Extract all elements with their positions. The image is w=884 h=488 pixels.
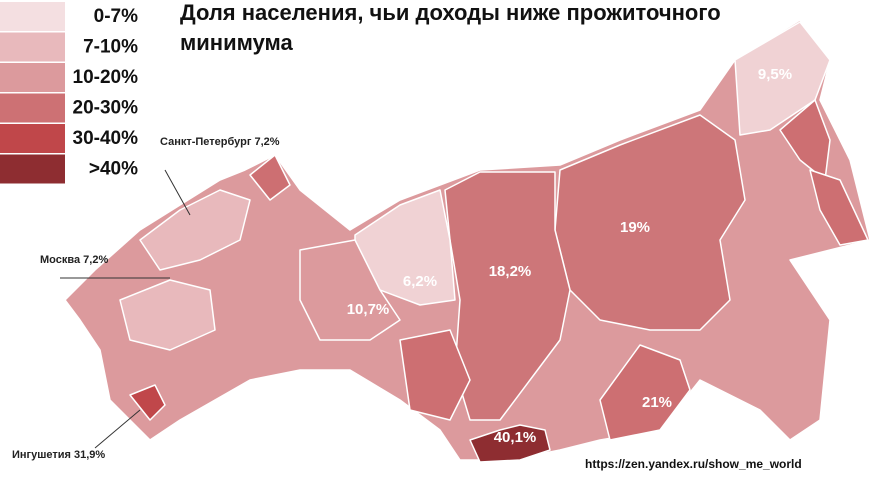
callout: Ингушетия 31,9%	[12, 449, 105, 461]
legend-label: 10-20%	[73, 67, 139, 88]
source: https://zen.yandex.ru/show_me_world	[585, 457, 802, 471]
legend-swatch	[0, 93, 65, 123]
region	[469, 424, 551, 463]
region	[119, 279, 216, 351]
legend-swatch	[0, 63, 65, 92]
callout-line	[164, 169, 191, 216]
legend-swatch	[0, 154, 65, 184]
region-label: 6,2%	[403, 273, 437, 290]
callout: Москва 7,2%	[40, 254, 108, 266]
region	[779, 99, 831, 181]
region-label: 19%	[620, 219, 650, 236]
region	[599, 344, 691, 441]
callout-line	[94, 409, 141, 449]
region	[249, 154, 291, 201]
region	[809, 169, 869, 246]
legend-label: 20-30%	[73, 98, 139, 119]
legend-label: >40%	[89, 159, 138, 180]
legend-label: 30-40%	[73, 128, 139, 149]
region	[444, 171, 571, 421]
region	[139, 189, 251, 271]
region-label: 9,5%	[758, 66, 792, 83]
region-label: 18,2%	[489, 263, 532, 280]
legend-swatch	[0, 2, 65, 31]
callout: Санкт-Петербург 7,2%	[160, 136, 280, 148]
legend-label: 0-7%	[94, 6, 138, 27]
legend-label: 7-10%	[83, 37, 138, 58]
legend-swatch	[0, 124, 65, 153]
region	[129, 384, 166, 421]
region	[399, 329, 471, 421]
region-label: 21%	[642, 394, 672, 411]
title: Доля населения, чьи доходы ниже прожиточ…	[180, 0, 721, 55]
region-label: 40,1%	[494, 429, 537, 446]
region	[299, 239, 401, 341]
legend-swatch	[0, 32, 65, 62]
legend: 0-7% 7-10% 10-20% 20-30% 30-40% >40%	[0, 2, 138, 184]
region-label: 10,7%	[347, 301, 390, 318]
